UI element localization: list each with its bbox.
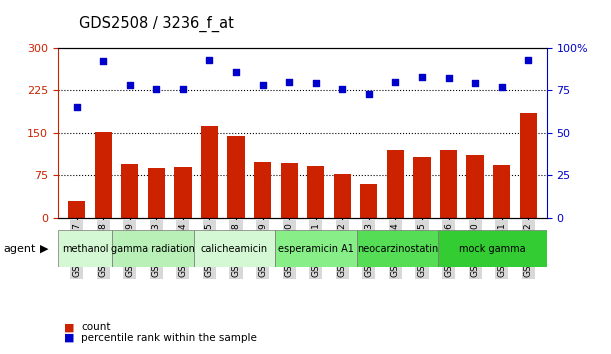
Point [98, 58, 108, 64]
Text: mock gamma: mock gamma [459, 244, 526, 254]
Bar [519, 113, 537, 218]
Point [231, 69, 241, 74]
Bar [95, 132, 112, 218]
Bar [276, 230, 357, 267]
Bar [112, 230, 194, 267]
Point [152, 86, 161, 91]
Text: GDS2508 / 3236_f_at: GDS2508 / 3236_f_at [79, 16, 234, 32]
Point [178, 86, 188, 91]
Point [125, 82, 134, 88]
Bar [58, 230, 112, 267]
Text: percentile rank within the sample: percentile rank within the sample [81, 333, 257, 343]
Text: gamma radiation: gamma radiation [111, 244, 195, 254]
Bar [438, 230, 547, 267]
Point [417, 74, 427, 80]
Point [470, 81, 480, 86]
Bar [360, 184, 378, 218]
Text: ▶: ▶ [40, 244, 49, 254]
Point [497, 84, 507, 90]
Bar [227, 136, 244, 218]
Text: esperamicin A1: esperamicin A1 [278, 244, 354, 254]
Bar [493, 165, 510, 218]
Point [524, 57, 533, 63]
Bar [174, 167, 191, 218]
Point [71, 104, 81, 110]
Text: agent: agent [3, 244, 35, 254]
Bar [121, 164, 139, 218]
Text: ■: ■ [64, 333, 75, 343]
Bar [148, 168, 165, 218]
Bar [440, 150, 457, 218]
Point [205, 57, 214, 63]
Bar [334, 173, 351, 218]
Point [390, 79, 400, 85]
Bar [387, 150, 404, 218]
Point [364, 91, 374, 97]
Bar [254, 162, 271, 218]
Bar [194, 230, 276, 267]
Point [258, 82, 268, 88]
Bar [414, 156, 431, 218]
Text: ■: ■ [64, 322, 75, 332]
Point [444, 75, 453, 81]
Bar [280, 163, 298, 218]
Text: count: count [81, 322, 111, 332]
Bar [357, 230, 438, 267]
Bar [68, 201, 86, 218]
Text: calicheamicin: calicheamicin [201, 244, 268, 254]
Point [337, 86, 347, 91]
Point [311, 81, 321, 86]
Bar [466, 155, 484, 218]
Bar [201, 126, 218, 218]
Text: neocarzinostatin: neocarzinostatin [357, 244, 438, 254]
Point [284, 79, 294, 85]
Bar [307, 166, 324, 218]
Text: methanol: methanol [62, 244, 108, 254]
